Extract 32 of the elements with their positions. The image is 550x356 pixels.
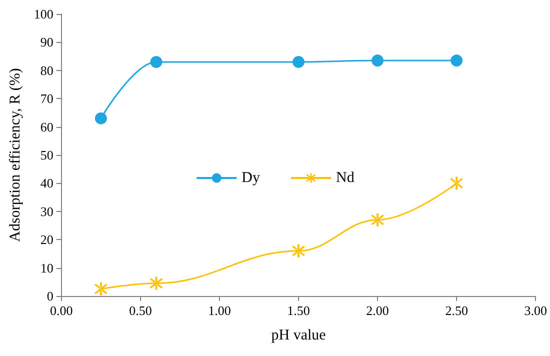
y-tick-label: 80 [40, 62, 54, 78]
y-tick-label: 0 [46, 288, 54, 304]
x-tick-label: 1.50 [287, 303, 310, 318]
y-tick-label: 90 [40, 34, 54, 50]
point [292, 56, 305, 68]
point [450, 54, 463, 67]
y-axis-title: Adsorption efficiency, R (%) [8, 68, 24, 242]
x-axis-title: pH value [271, 328, 326, 344]
y-tick-label: 20 [40, 232, 54, 248]
y-tick-label: 30 [40, 204, 54, 219]
legend-label: Dy [242, 170, 260, 186]
x-tick-label: 2.00 [366, 303, 389, 318]
point [372, 54, 384, 67]
x-tick-label: 3.00 [524, 303, 547, 318]
point [450, 176, 464, 190]
point [371, 213, 384, 226]
legend-label: Nd [336, 170, 355, 186]
x-tick-label: 0.00 [50, 303, 73, 318]
y-tick-label: 70 [40, 91, 54, 106]
point [94, 112, 107, 124]
point [94, 282, 108, 296]
point [150, 276, 163, 290]
y-tick-label: 60 [40, 119, 54, 134]
x-tick-label: 1.00 [208, 303, 231, 318]
y-tick-label: 10 [40, 260, 54, 276]
point [292, 244, 306, 258]
point [150, 56, 162, 68]
y-tick-label: 40 [40, 176, 54, 191]
y-tick-label: 100 [34, 6, 54, 22]
y-tick-label: 50 [40, 148, 54, 162]
x-tick-label: 2.50 [445, 303, 468, 318]
x-tick-label: 0.50 [129, 303, 152, 318]
